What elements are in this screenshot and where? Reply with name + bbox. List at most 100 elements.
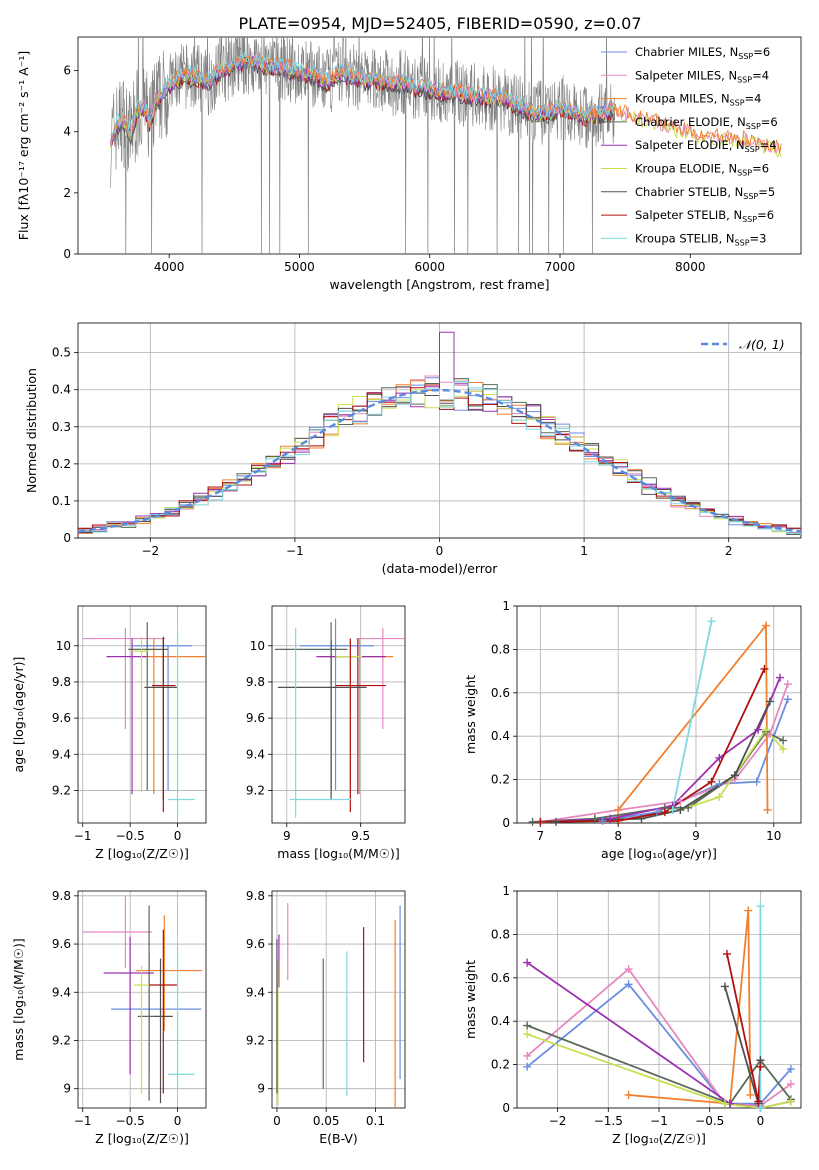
- series-point: [752, 777, 761, 786]
- legend-entry: Salpeter STELIB, NSSP=6: [635, 208, 774, 224]
- series-point: [668, 805, 677, 814]
- axes-frame: [77, 890, 207, 1109]
- x-tick-label: 8000: [675, 260, 706, 274]
- series-line: [671, 621, 713, 811]
- legend-subscript: SSP: [737, 75, 752, 84]
- series-point: [523, 1062, 532, 1071]
- series-point: [783, 680, 792, 689]
- x-tick-label: −1.5: [594, 1114, 623, 1128]
- massweight-vs-metallicity-panel: −2 −1.5 −1 −0.5 0 0 0.2 0.4 0.6 0.8 1 Z [log₁₀(Z/Z☉…: [463, 884, 802, 1146]
- series-point: [598, 816, 607, 825]
- legend-label: Kroupa STELIB, N: [635, 231, 735, 245]
- series-point: [707, 777, 716, 786]
- series-point: [754, 1097, 763, 1106]
- series-point: [523, 1051, 532, 1060]
- age-vs-metallicity-panel: −1 −0.5 0 9.2 9.4 9.6 9.8 10 Z [log₁₀(Z/Z☉)] age …: [11, 605, 207, 861]
- series-point: [707, 617, 716, 626]
- series-point: [590, 814, 599, 823]
- x-axis-label: age [log₁₀(age/yr)]: [601, 846, 717, 861]
- series-point: [523, 1030, 532, 1039]
- series-line: [540, 677, 781, 823]
- axes-frame: [516, 890, 802, 1109]
- x-tick-label: 9: [692, 829, 700, 843]
- series-line: [540, 683, 789, 823]
- y-axis-label: Normed distribution: [24, 368, 39, 493]
- legend-entry: Chabrier ELODIE, NSSP=6: [635, 115, 778, 131]
- series-point: [720, 982, 729, 991]
- observed-spectrum-line: [110, 37, 615, 254]
- plot-area: [274, 618, 405, 818]
- y-tick-label: 9.2: [52, 1033, 71, 1047]
- series-point: [715, 779, 724, 788]
- y-axis-label: mass weight: [463, 960, 478, 1039]
- axes-frame: [271, 890, 406, 1109]
- x-tick-label: 1: [580, 544, 588, 558]
- series-point: [684, 803, 693, 812]
- legend-suffix: =6: [753, 45, 770, 59]
- y-tick-label: 0.3: [52, 420, 71, 434]
- series-point: [528, 817, 537, 826]
- series-point: [536, 817, 545, 826]
- y-tick-label: 9.6: [246, 711, 265, 725]
- x-tick-label: 8: [614, 829, 622, 843]
- series-point: [779, 745, 788, 754]
- y-tick-label: 0: [63, 531, 71, 545]
- x-axis-label: Z [log₁₀(Z/Z☉)]: [612, 1131, 706, 1146]
- legend-subscript: SSP: [730, 99, 745, 108]
- x-tick-label: −1: [286, 544, 304, 558]
- y-tick-label: 1: [502, 884, 510, 898]
- y-tick-label: 9.4: [52, 747, 71, 761]
- legend-suffix: =6: [761, 115, 778, 129]
- series-point: [754, 725, 763, 734]
- legend-entry: Salpeter MILES, NSSP=4: [635, 68, 769, 84]
- x-tick-label: 4000: [154, 260, 185, 274]
- histogram-step: [78, 381, 801, 536]
- legend-subscript: SSP: [738, 52, 753, 61]
- series-point: [624, 980, 633, 989]
- legend-entry: Chabrier MILES, NSSP=6: [635, 45, 770, 61]
- x-tick-label: −0.5: [116, 1114, 145, 1128]
- model-spectrum-line: [110, 54, 782, 154]
- y-tick-label: 9.4: [246, 747, 265, 761]
- normal-curve: [78, 388, 801, 533]
- y-tick-label: 0.8: [491, 927, 510, 941]
- spectrum-panel: 4000 5000 6000 7000 8000 0 2 4 6 wavelength [Angs…: [16, 36, 802, 292]
- figure-title: PLATE=0954, MJD=52405, FIBERID=0590, z=0…: [238, 14, 641, 33]
- legend-suffix: =6: [757, 208, 774, 222]
- legend-label: Salpeter STELIB, N: [635, 208, 742, 222]
- y-tick-label: 9.2: [52, 783, 71, 797]
- series-point: [756, 1104, 765, 1112]
- x-tick-label: 7000: [545, 260, 576, 274]
- y-axis-label: mass weight: [463, 675, 478, 754]
- series-point: [637, 814, 646, 823]
- legend-entry: Kroupa STELIB, NSSP=3: [635, 231, 766, 247]
- legend-entry: Kroupa ELODIE, NSSP=6: [635, 162, 769, 178]
- series-point: [624, 1090, 633, 1099]
- legend-label: Salpeter MILES, N: [635, 68, 737, 82]
- series-line: [540, 668, 766, 823]
- x-tick-label: 10: [766, 829, 781, 843]
- x-tick-label: 5000: [284, 260, 315, 274]
- mass-vs-metallicity-panel: −1 −0.5 0 9 9.2 9.4 9.6 9.8 Z [log₁₀(Z/Z☉)] mass …: [11, 889, 207, 1146]
- axes-frame: [77, 322, 802, 539]
- series-point: [765, 697, 774, 706]
- y-tick-label: 9.8: [52, 889, 71, 903]
- axes-frame: [77, 36, 802, 255]
- legend-entry: Chabrier STELIB, NSSP=5: [635, 185, 775, 201]
- mass-vs-ebv-panel: 0 0.05 0.1 9 9.2 9.4 9.6 9.8 E(B-V): [246, 889, 406, 1146]
- x-axis-label: Z [log₁₀(Z/Z☉)]: [95, 1131, 189, 1146]
- plot-area: [276, 903, 401, 1108]
- x-tick-label: −1: [74, 829, 92, 843]
- x-tick-label: 0: [174, 829, 182, 843]
- series-point: [760, 664, 769, 673]
- series-point: [744, 906, 753, 915]
- legend-subscript: SSP: [745, 145, 760, 154]
- axes-frame: [77, 605, 207, 824]
- series-point: [763, 805, 772, 814]
- age-vs-mass-panel: 9 9.5 9.2 9.4 9.6 9.8 10 mass [log₁₀(M/M☉)]: [246, 605, 406, 861]
- series-point: [614, 816, 623, 825]
- series-point: [523, 958, 532, 967]
- series-point: [715, 753, 724, 762]
- legend-suffix: =6: [752, 162, 769, 176]
- series-line: [526, 1033, 792, 1108]
